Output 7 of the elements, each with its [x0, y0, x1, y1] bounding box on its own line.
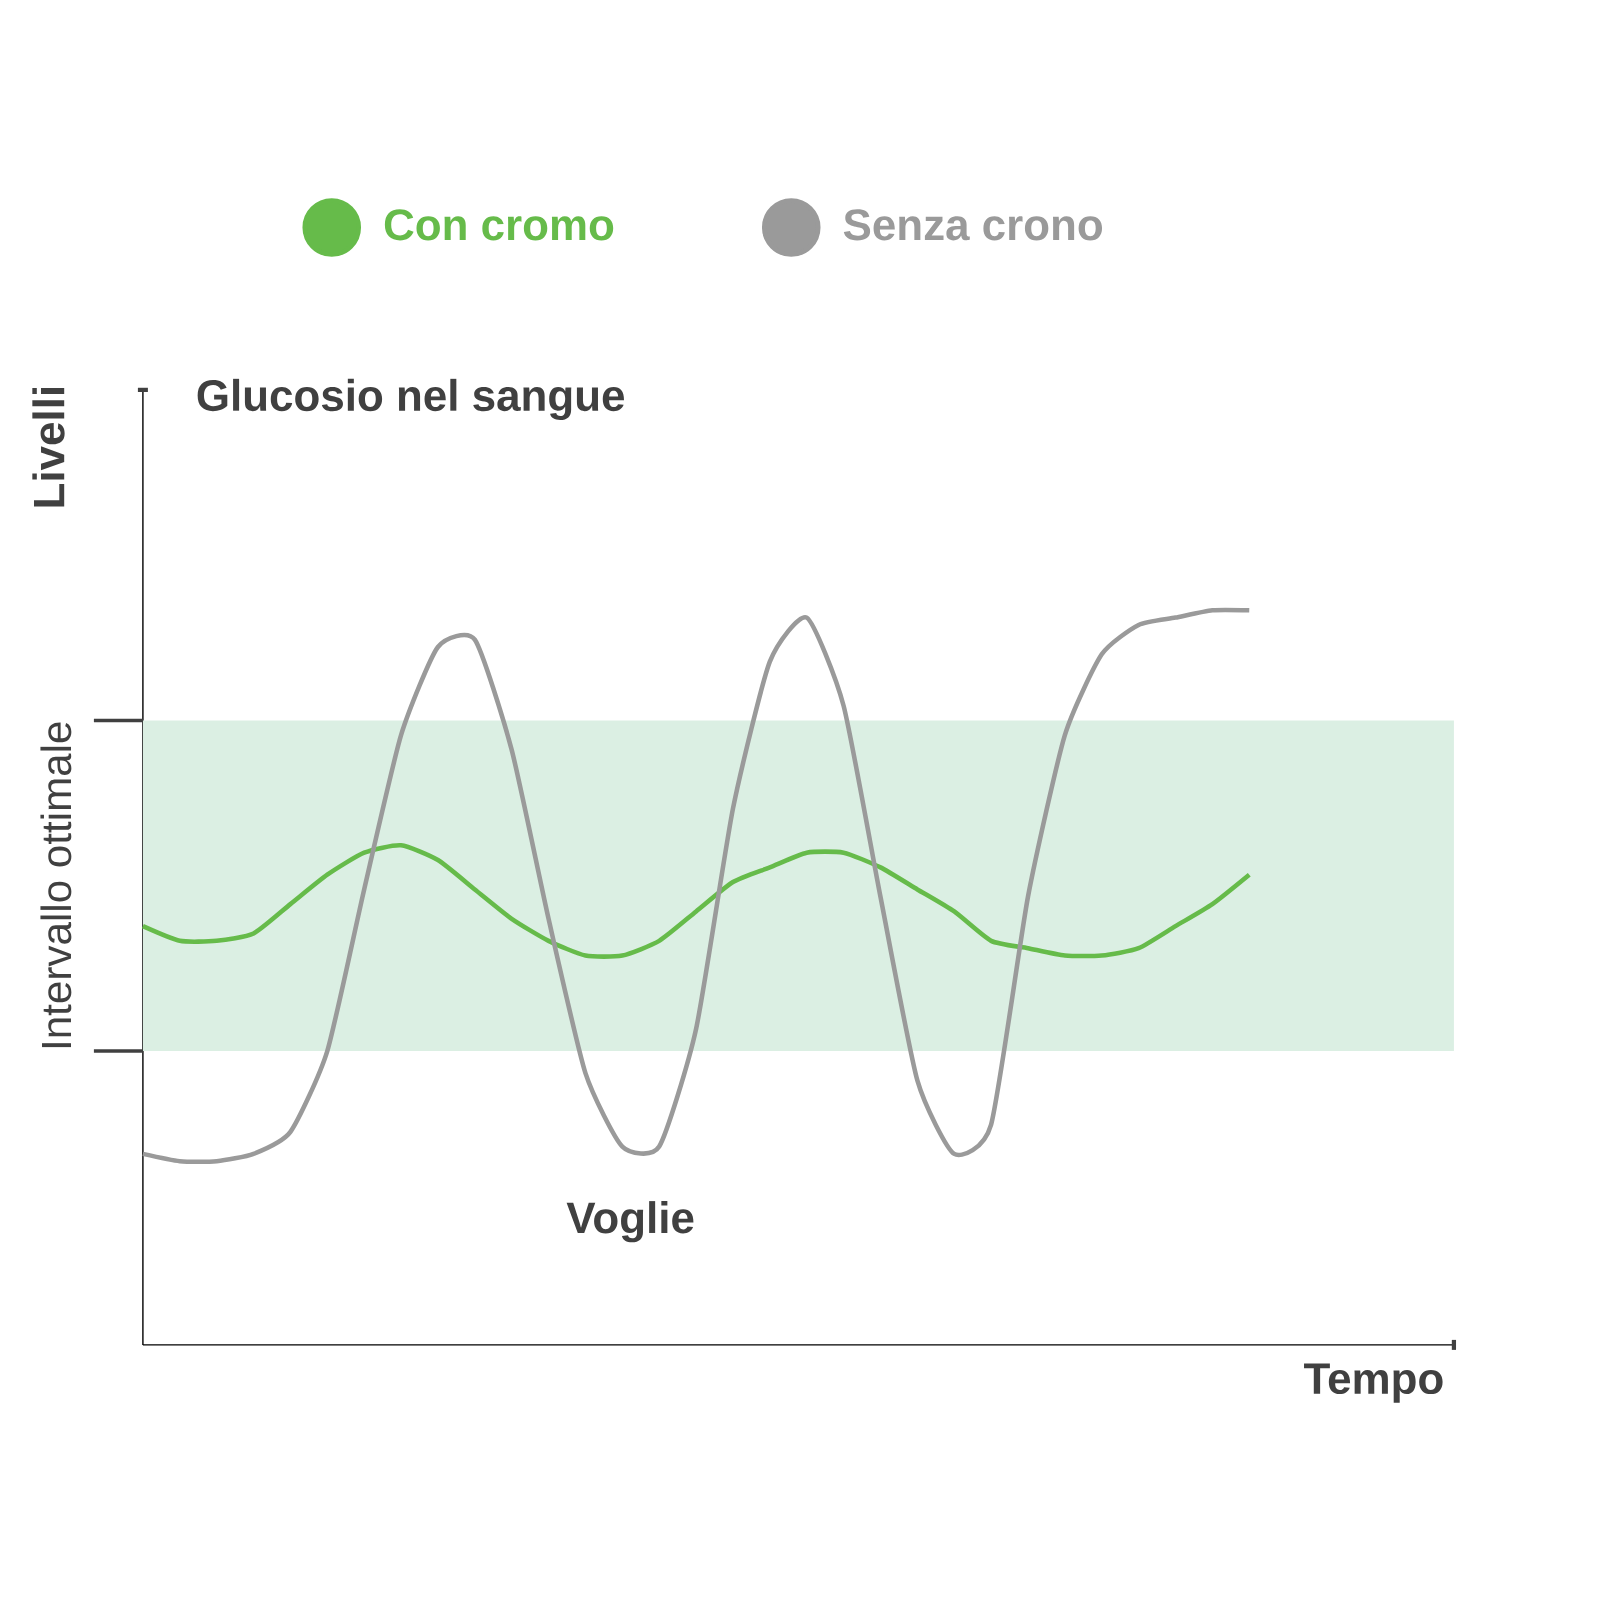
chart-title: Glucosio nel sangue — [197, 378, 624, 420]
x-axis-title: Tempo — [1304, 1363, 1443, 1403]
annotation: Voglie — [566, 1201, 694, 1243]
legend-label: Senza crono — [843, 209, 1103, 241]
y-axis-title: Livelli — [32, 388, 65, 507]
legend-label: Con cromo — [384, 209, 614, 241]
band-label: Intervallo ottimale — [40, 722, 72, 1048]
